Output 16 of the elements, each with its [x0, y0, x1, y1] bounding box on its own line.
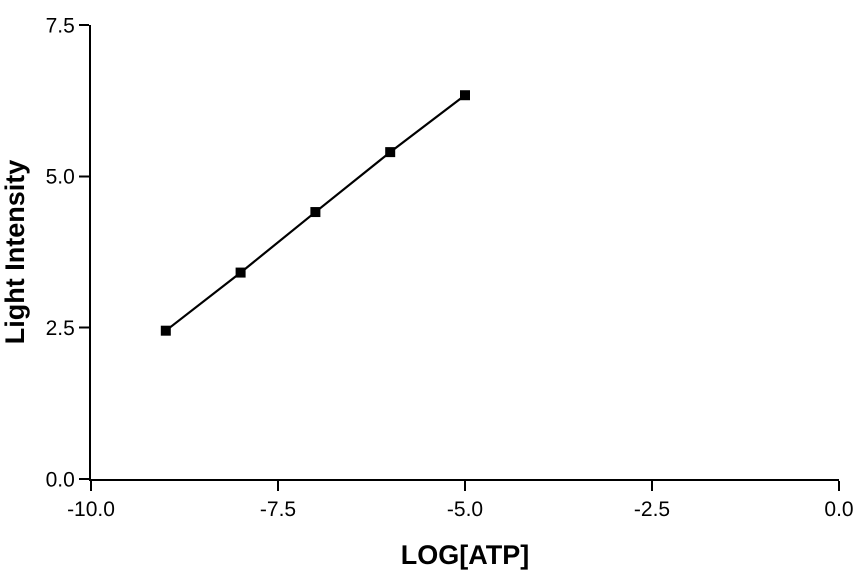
y-tick-label: 5.0 [46, 166, 75, 189]
x-tick-label: -5.0 [446, 498, 484, 522]
point [385, 147, 396, 158]
point [160, 326, 171, 336]
y-axis-title: Light Intensity [0, 160, 30, 344]
point [236, 268, 246, 278]
x-tick-label: -7.5 [260, 498, 296, 522]
y-tick-label: 7.5 [46, 14, 75, 38]
y-tick-label: 0.0 [46, 468, 75, 492]
x-tick-label: -2.5 [634, 498, 670, 522]
y-tick-label: 2.5 [46, 317, 75, 340]
x-tick-label: 0.0 [824, 498, 854, 522]
x-tick-label: -10.0 [67, 498, 115, 522]
point [460, 90, 470, 100]
x-axis-title: LOG[ATP] [400, 540, 530, 570]
point [310, 207, 320, 218]
